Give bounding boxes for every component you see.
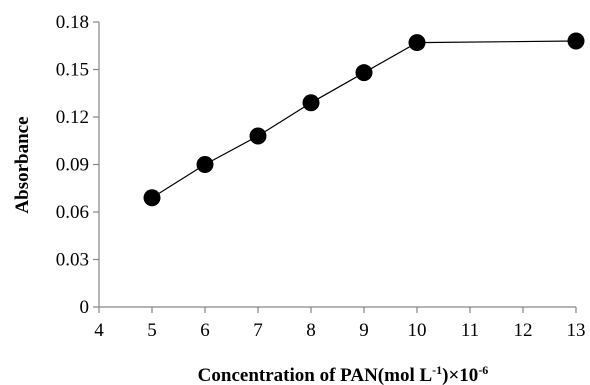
y-tick-label: 0.09 [56, 155, 89, 176]
x-tick-label: 7 [253, 320, 263, 341]
data-point [249, 127, 267, 145]
data-point [302, 94, 320, 112]
data-point [355, 64, 373, 82]
data-point [196, 156, 214, 173]
y-tick-label: 0.03 [56, 250, 89, 271]
y-tick-label: 0.12 [56, 107, 89, 128]
x-tick-label: 10 [408, 320, 427, 341]
x-tick-label: 6 [200, 320, 210, 341]
x-axis-title-main: Concentration of PAN(mol L [198, 365, 432, 385]
x-axis-title-sup-2: -6 [478, 363, 488, 377]
x-axis-title-mid: )×10 [442, 365, 478, 385]
x-tick-label: 12 [514, 320, 533, 341]
y-tick-label: 0.06 [56, 202, 89, 223]
x-tick-label: 8 [306, 320, 316, 341]
y-tick-label: 0 [80, 297, 90, 318]
x-tick-group: 4 5 6 7 8 9 10 11 12 13 [94, 307, 586, 341]
x-tick-label: 4 [94, 320, 104, 341]
x-tick-label: 5 [147, 320, 157, 341]
x-tick-label: 13 [567, 320, 586, 341]
y-tick-label: 0.15 [56, 60, 89, 81]
y-tick-group: 0 0.03 0.06 0.09 0.12 0.15 0.18 [56, 12, 99, 318]
y-axis-title: Absorbance [12, 116, 33, 213]
data-point [143, 189, 161, 207]
y-tick-label: 0.18 [56, 12, 89, 33]
data-point [408, 34, 426, 52]
x-tick-label: 9 [359, 320, 369, 341]
x-tick-label: 11 [461, 320, 479, 341]
series-group [143, 32, 585, 207]
x-axis-title: Concentration of PAN(mol L-1)×10-6 [198, 363, 489, 385]
x-axis-title-sup-1: -1 [432, 363, 442, 377]
data-point [567, 32, 585, 50]
